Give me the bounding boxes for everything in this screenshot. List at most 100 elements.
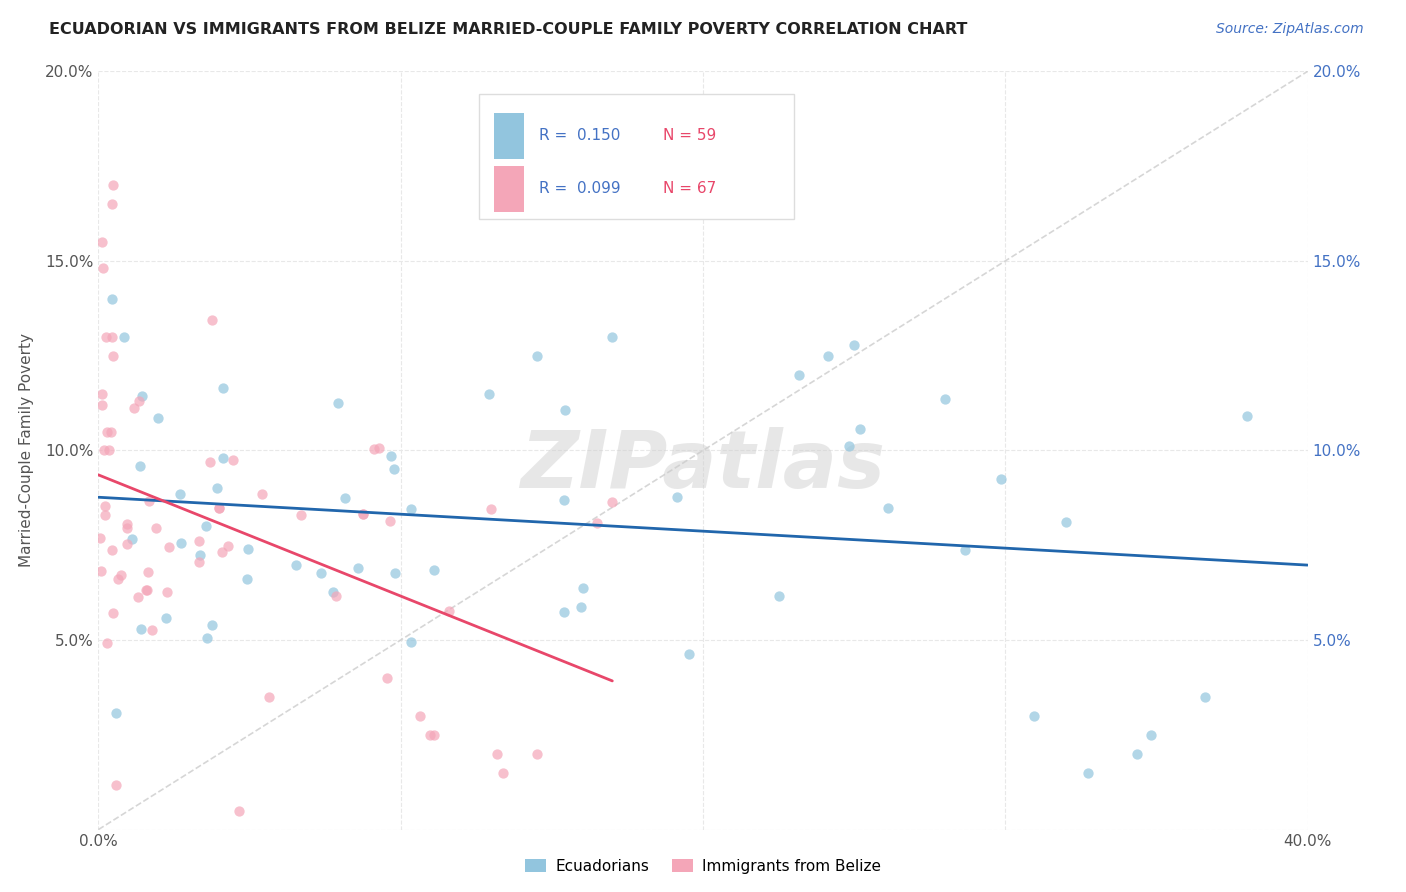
Point (131, 389, 153, 403)
Point (236, 542, 259, 557)
Text: ECUADORIAN VS IMMIGRANTS FROM BELIZE MARRIED-COUPLE FAMILY POVERTY CORRELATION C: ECUADORIAN VS IMMIGRANTS FROM BELIZE MAR… (49, 22, 967, 37)
Point (666, 490, 689, 504)
Point (409, 708, 432, 723)
Point (492, 765, 515, 780)
Point (953, 542, 976, 557)
Point (90, 398, 112, 412)
Point (201, 618, 224, 632)
Point (94, 499, 117, 513)
FancyBboxPatch shape (494, 166, 524, 211)
Point (600, 330, 623, 344)
Point (212, 451, 235, 466)
Point (526, 349, 548, 363)
Point (250, 487, 273, 501)
Point (135, 583, 157, 598)
Point (768, 589, 790, 603)
Point (399, 501, 422, 516)
Point (195, 519, 218, 533)
Point (481, 502, 503, 516)
Point (236, 572, 259, 586)
Point (990, 472, 1012, 486)
Point (201, 312, 224, 326)
Point (817, 349, 839, 363)
Point (257, 690, 280, 704)
Point (145, 521, 167, 535)
Point (155, 611, 177, 625)
Y-axis label: Married-Couple Family Poverty: Married-Couple Family Poverty (20, 334, 34, 567)
FancyBboxPatch shape (494, 113, 524, 159)
Point (128, 458, 150, 473)
Point (290, 508, 312, 523)
Point (378, 514, 401, 528)
Point (121, 532, 143, 546)
Point (602, 495, 624, 509)
Point (101, 330, 124, 344)
Point (90, 564, 112, 578)
Point (127, 590, 149, 604)
Point (228, 804, 250, 818)
Point (89, 531, 111, 545)
Point (146, 411, 169, 425)
Point (98, 443, 121, 458)
Point (96, 330, 118, 344)
Point (93, 443, 115, 458)
Point (110, 568, 132, 582)
Text: N = 59: N = 59 (664, 128, 716, 144)
Point (352, 507, 374, 521)
Point (208, 501, 231, 516)
Legend: Ecuadorians, Immigrants from Belize: Ecuadorians, Immigrants from Belize (519, 853, 887, 880)
Text: Source: ZipAtlas.com: Source: ZipAtlas.com (1216, 22, 1364, 37)
Point (217, 540, 239, 554)
Point (1054, 515, 1077, 529)
Point (141, 623, 163, 637)
Point (115, 521, 138, 535)
Point (104, 778, 127, 792)
Point (1126, 747, 1149, 761)
Point (569, 600, 592, 615)
Point (423, 563, 446, 577)
Point (96, 636, 118, 650)
Point (322, 585, 344, 599)
Point (124, 401, 146, 415)
Point (352, 508, 374, 522)
Point (382, 462, 405, 476)
Point (198, 455, 221, 469)
Point (380, 450, 402, 464)
Text: R =  0.150: R = 0.150 (538, 128, 620, 144)
Point (90, 235, 112, 249)
Point (554, 403, 576, 417)
Point (553, 492, 575, 507)
Point (553, 606, 575, 620)
Point (375, 671, 398, 685)
Point (478, 386, 501, 401)
Point (103, 178, 125, 193)
Point (571, 581, 593, 595)
Point (285, 558, 308, 572)
Point (103, 349, 125, 363)
Point (91, 386, 114, 401)
Point (103, 606, 125, 620)
Point (136, 582, 159, 597)
Point (222, 452, 245, 467)
Point (439, 604, 461, 618)
Point (136, 565, 159, 579)
Point (107, 573, 129, 587)
Point (838, 439, 860, 453)
Point (212, 381, 235, 395)
Point (208, 501, 231, 516)
Point (1024, 708, 1046, 723)
Point (187, 533, 209, 548)
Point (586, 516, 609, 530)
Point (934, 392, 956, 407)
Point (347, 561, 370, 575)
Point (787, 368, 810, 382)
Point (419, 728, 441, 742)
Point (849, 422, 872, 436)
Point (94, 508, 117, 522)
Point (335, 491, 357, 506)
Point (1140, 728, 1163, 742)
Point (190, 548, 212, 562)
Point (170, 535, 193, 549)
Point (423, 728, 446, 742)
Point (1236, 409, 1258, 424)
